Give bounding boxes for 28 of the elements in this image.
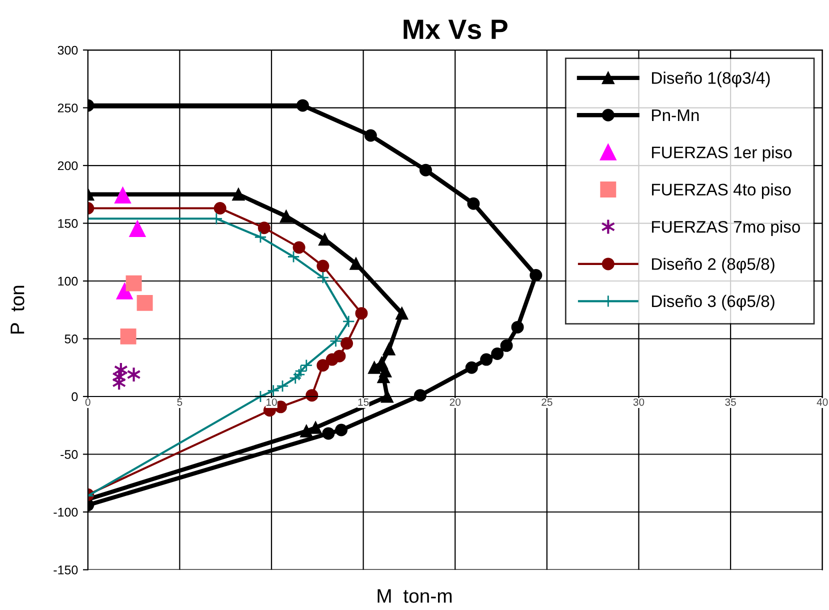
y-tick-label: 300 [58,46,78,55]
y-axis-title: P ton [10,286,24,334]
y-tick-label: 200 [58,161,78,170]
x-tick-label: 30 [633,398,644,406]
legend-label: FUERZAS 7mo piso [652,220,800,236]
legend-label: FUERZAS 4to piso [652,183,791,199]
x-tick-label: 5 [177,398,182,406]
y-tick-label: 50 [64,334,78,344]
x-tick-label: 35 [725,398,736,406]
y-tick-label: 100 [58,276,78,286]
y-tick-label: -100 [54,508,78,517]
x-tick-label: 15 [358,398,369,406]
legend-label: Pn-Mn [652,110,699,121]
x-tick-label: 40 [816,398,828,406]
legend-label: Diseño 3 (6φ5/8) [652,294,774,310]
y-tick-label: 150 [58,219,78,228]
x-tick-label: 25 [542,398,552,406]
x-tick-label: 10 [266,398,277,406]
x-tick-label: 0 [85,398,90,406]
legend-label: Diseño 1(8φ3/4) [652,72,770,88]
chart-title: Mx Vs P [404,20,508,40]
legend-label: FUERZAS 1er piso [652,146,792,162]
y-tick-label: 250 [58,104,78,112]
x-tick-label: 20 [450,398,461,406]
x-axis-title: M ton-m [378,589,452,603]
legend-label: Diseño 2 (8φ5/8) [652,258,774,274]
y-tick-label: -150 [54,566,78,574]
y-tick-label: -50 [60,450,78,459]
